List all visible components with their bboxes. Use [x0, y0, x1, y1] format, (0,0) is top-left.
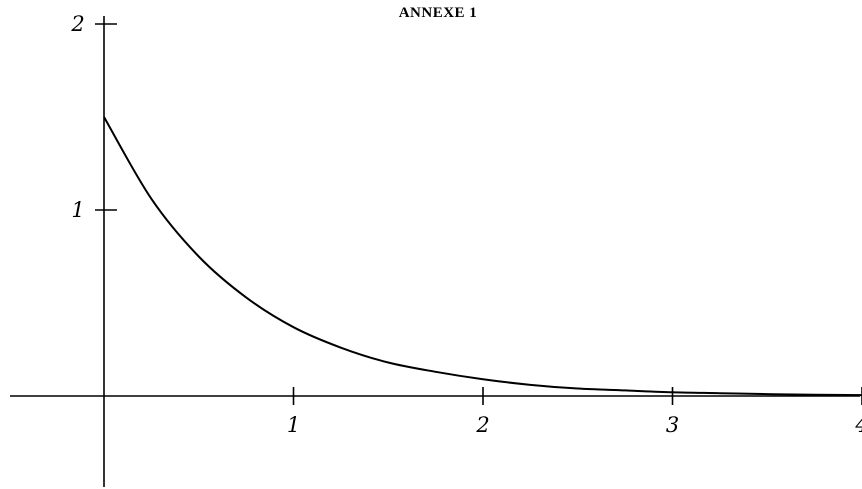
y-ticks: 12 [70, 12, 117, 222]
series-line [103, 116, 862, 397]
chart-title: ANNEXE 1 [399, 5, 478, 21]
x-ticks: 1 2 3 4 [287, 387, 862, 437]
y-tick-label: 2 [70, 12, 84, 36]
axes [10, 16, 860, 487]
x-tick-label: 3 [666, 413, 679, 437]
x-tick-label: 2 [475, 413, 489, 437]
series-layer [103, 116, 862, 397]
x-tick-label: 1 [287, 413, 300, 437]
x-tick-label: 4 [854, 413, 862, 437]
y-tick-label: 1 [71, 198, 84, 222]
